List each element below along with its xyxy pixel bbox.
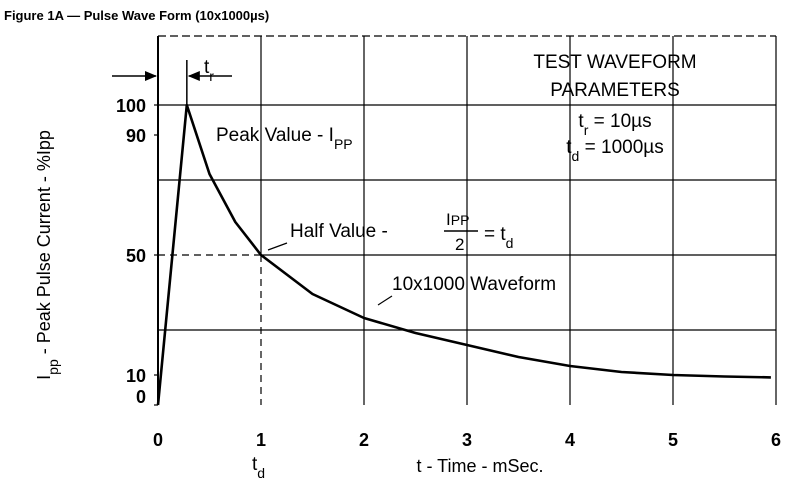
- annotation: 2: [455, 235, 464, 254]
- y-tick-label: 50: [126, 246, 146, 266]
- y-label-part: I: [34, 375, 54, 380]
- leader-line: [267, 242, 288, 251]
- arrow-head: [187, 71, 200, 81]
- leader-line: [377, 295, 393, 306]
- annotation-part: = 1000µs: [579, 137, 663, 158]
- x-tick-label: 4: [565, 430, 575, 450]
- x-tick-label: 5: [668, 430, 678, 450]
- x-tick-label: 0: [153, 430, 163, 450]
- arrow-head: [145, 71, 157, 81]
- annotation: PARAMETERS: [550, 80, 680, 101]
- y-label-part: pp: [45, 359, 61, 375]
- annotation-part: r: [584, 122, 589, 138]
- annotation-part: d: [572, 148, 580, 164]
- y-tick-label: 0: [136, 387, 146, 407]
- annotation-part: d: [506, 235, 514, 251]
- annotation: TEST WAVEFORM: [533, 52, 696, 73]
- annotation: Peak Value - IPP: [216, 125, 353, 152]
- x-axis-label: t - Time - mSec.: [416, 456, 543, 476]
- y-tick-label: 100: [116, 96, 146, 116]
- x-tick-label: 1: [256, 430, 266, 450]
- annotation-part: = t: [484, 224, 506, 245]
- annotation: Half Value -: [290, 221, 388, 242]
- annotation-part: t: [252, 454, 258, 475]
- annotation: tr: [204, 57, 214, 84]
- chart-title: Figure 1A — Pulse Wave Form (10x1000µs): [4, 8, 269, 23]
- annotation-part: PP: [451, 212, 470, 228]
- annotation: 10x1000 Waveform: [392, 274, 556, 295]
- x-tick-label: 6: [771, 430, 781, 450]
- annotation: tr = 10µs: [578, 111, 651, 138]
- annotation: td = 1000µs: [566, 137, 663, 164]
- annotation-part: d: [257, 465, 265, 481]
- x-tick-label: 2: [359, 430, 369, 450]
- y-label-part: - Peak Pulse Current - %Ipp: [34, 130, 54, 359]
- annotation-part: Peak Value - I: [216, 125, 334, 146]
- annotation: IPP: [446, 210, 469, 229]
- annotation: = td: [484, 224, 513, 251]
- x-tick-label: 3: [462, 430, 472, 450]
- annotation-part: t: [578, 111, 584, 132]
- annotation-part: I: [446, 210, 451, 229]
- y-tick-label: 10: [126, 366, 146, 386]
- y-axis-label: Ipp - Peak Pulse Current - %Ipp: [34, 130, 61, 380]
- y-tick-label: 90: [126, 126, 146, 146]
- annotation: td: [252, 454, 265, 481]
- waveform-line: [156, 103, 771, 406]
- annotation-part: PP: [334, 136, 353, 152]
- annotation-part: t: [566, 137, 572, 158]
- annotation-part: = 10µs: [588, 111, 651, 132]
- annotation-part: t: [204, 57, 210, 78]
